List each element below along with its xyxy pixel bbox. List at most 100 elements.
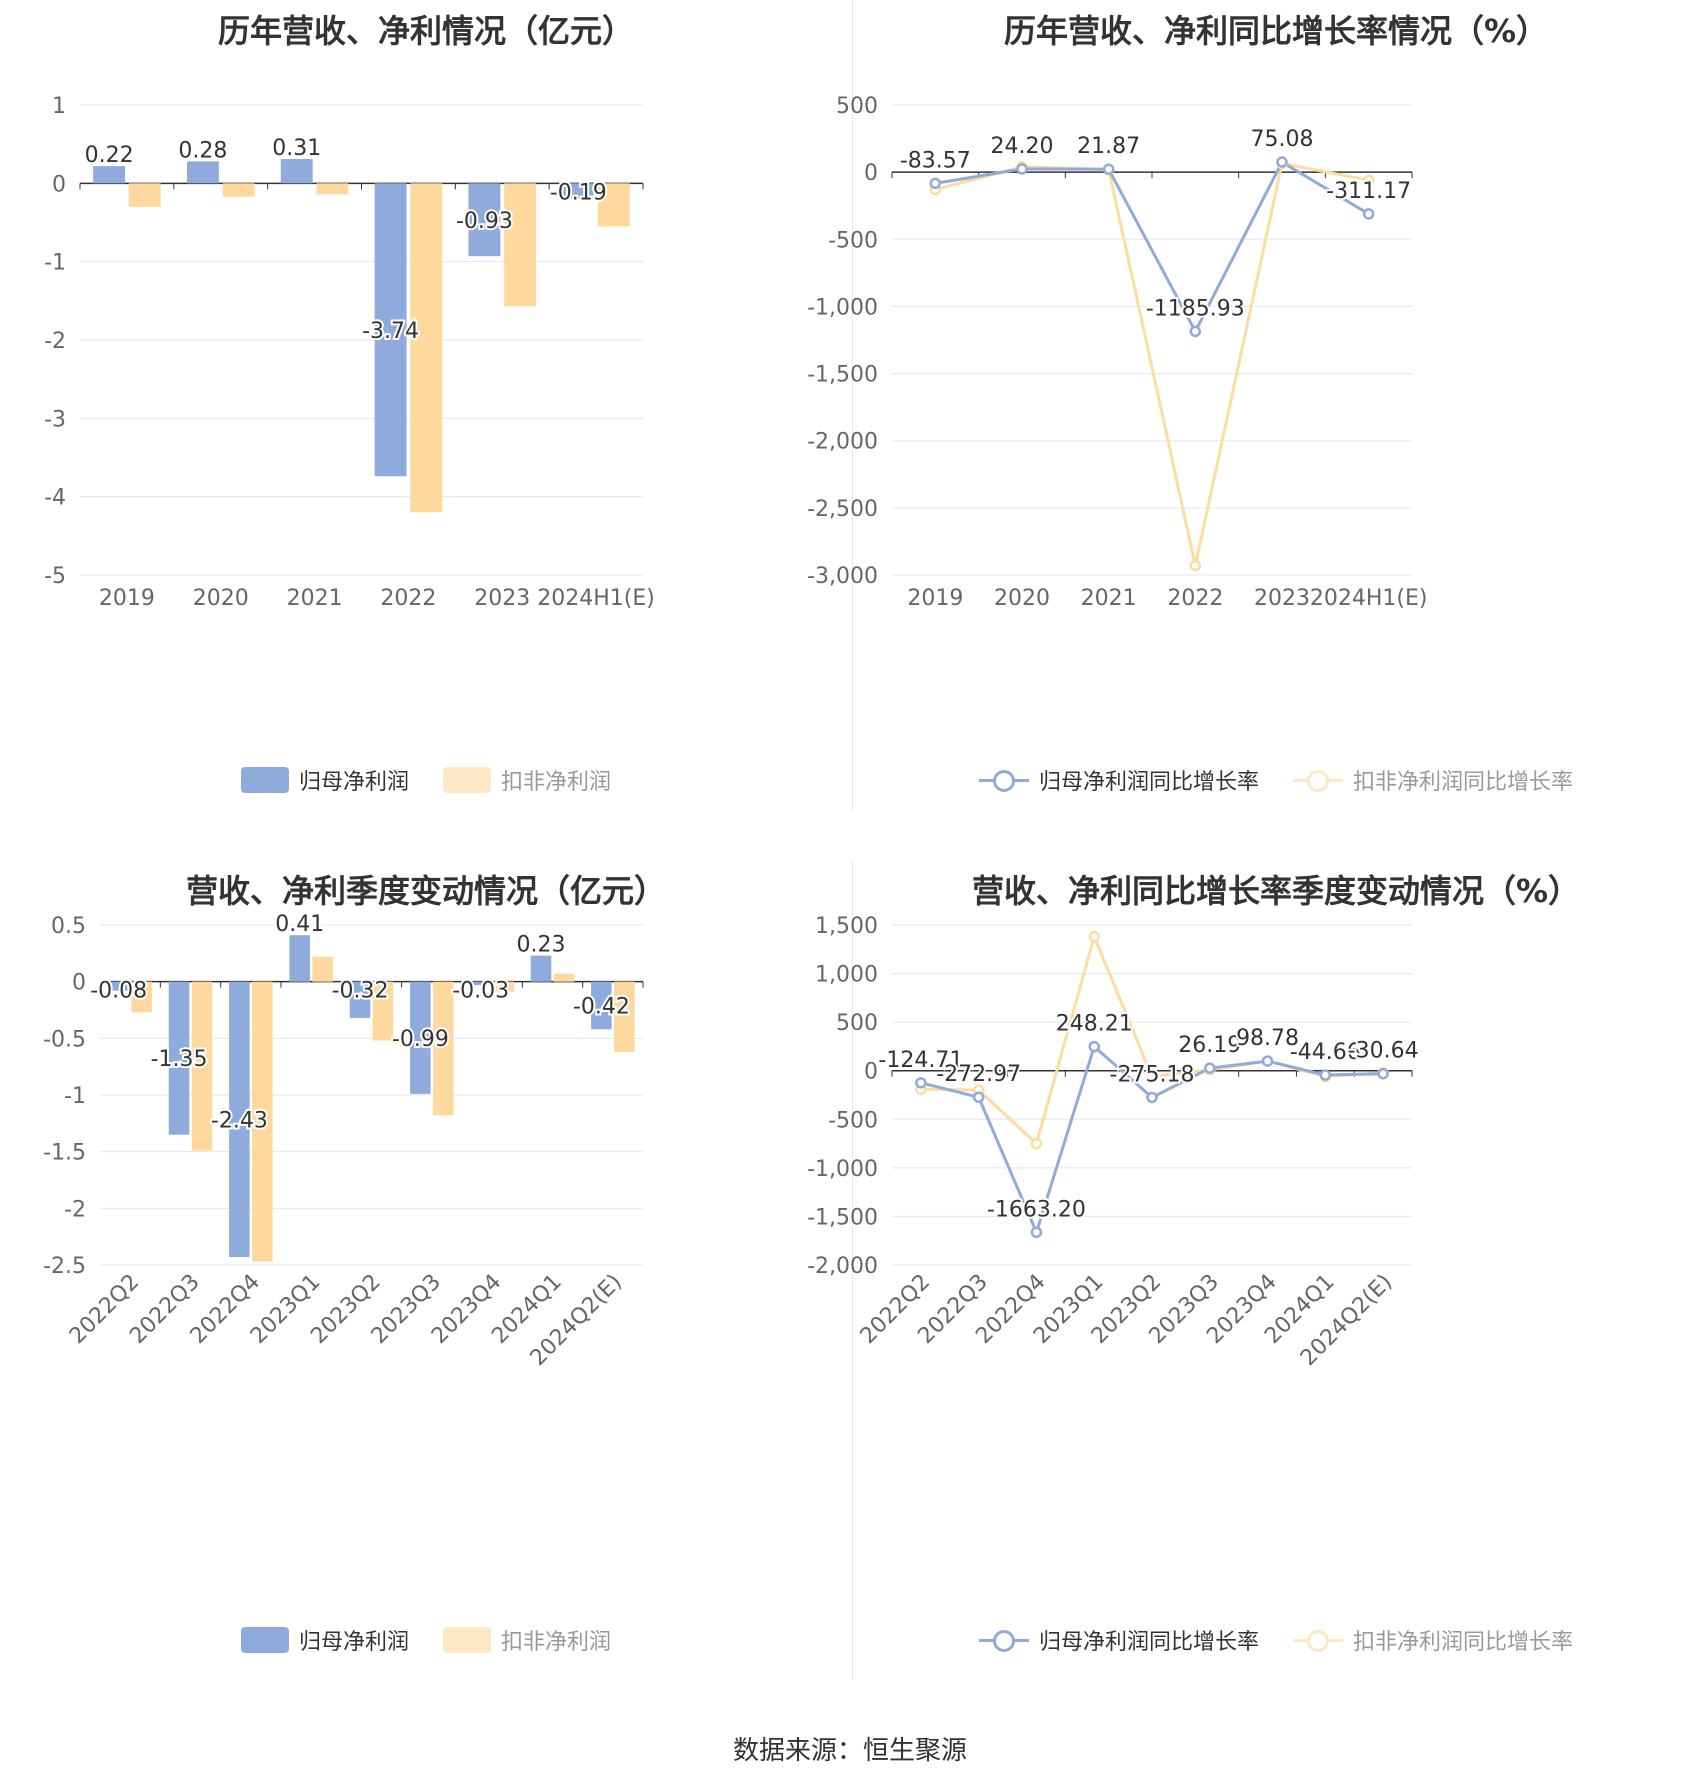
- bar-deducted-net-profit: [372, 981, 394, 1041]
- legend-item-parent-growth[interactable]: 归母净利润同比增长率: [978, 1624, 1259, 1656]
- x-tick-label: 2021: [287, 586, 343, 611]
- y-tick-label: -2: [44, 329, 66, 354]
- vertical-separator-top: [852, 0, 853, 810]
- bar-deducted-net-profit: [316, 183, 349, 195]
- data-label: -1663.20: [987, 1197, 1086, 1222]
- y-tick-label: -3,000: [807, 564, 878, 589]
- legend-item-deducted-net-profit[interactable]: 扣非净利润: [443, 1624, 611, 1656]
- legend-label: 扣非净利润同比增长率: [1353, 1630, 1574, 1655]
- point-deducted-growth: [1189, 559, 1202, 572]
- data-label: -1.35: [151, 1047, 208, 1072]
- bar-deducted-net-profit: [553, 973, 575, 982]
- chart-legend: 归母净利润 扣非净利润: [0, 764, 852, 796]
- legend-swatch-yellow: [443, 767, 491, 793]
- bar-parent-net-profit: [289, 935, 310, 982]
- data-label: -44.66: [1290, 1040, 1361, 1065]
- legend-label: 归母净利润: [298, 770, 409, 795]
- legend-item-parent-growth[interactable]: 归母净利润同比增长率: [978, 764, 1259, 796]
- data-label: -0.42: [573, 994, 630, 1019]
- y-tick-label: -1: [44, 251, 66, 276]
- legend-marker-yellow: [1293, 767, 1343, 793]
- data-label: 0.31: [272, 136, 321, 161]
- quarterly-profit-plot: 0.50-0.5-1-1.5-2-2.52022Q22022Q32022Q420…: [43, 910, 644, 1371]
- point-parent-growth: [1016, 163, 1028, 175]
- data-label: -2.43: [211, 1108, 268, 1133]
- point-parent-growth: [1189, 325, 1202, 338]
- quarterly-profit-chart: 营收、净利季度变动情况（亿元） 0.5 0 -0.5 -1 -1.5 -2 -2.5 2022…: [0, 860, 852, 1720]
- y-tick-label: -4: [44, 486, 66, 511]
- y-tick-label: 0: [72, 971, 86, 996]
- bar-parent-net-profit: [108, 981, 129, 991]
- point-parent-growth: [1030, 1226, 1043, 1239]
- annual-profit-plot: 1 0 -1 -2 -3 -4 -5 2019 2020 2021 2022 2023 2024H1(E…: [44, 94, 655, 611]
- x-tick-label: 2020: [193, 586, 249, 611]
- chart-legend: 归母净利润同比增长率 扣非净利润同比增长率: [852, 764, 1700, 796]
- chart-title: 营收、净利季度变动情况（亿元）: [185, 872, 666, 910]
- y-tick-label: -500: [828, 1108, 878, 1133]
- bar-parent-net-profit: [591, 981, 612, 1030]
- legend-item-deducted-net-profit[interactable]: 扣非净利润: [443, 764, 611, 796]
- y-tick-label: 0.5: [51, 914, 86, 939]
- legend-label: 归母净利润: [298, 1630, 409, 1655]
- point-parent-growth: [1261, 1055, 1274, 1067]
- bar-deducted-net-profit: [504, 183, 537, 307]
- quarterly-growth-chart: 营收、净利同比增长率季度变动情况（%） 1,500 1,000 500 0 -500 -1…: [807, 860, 1700, 1720]
- legend-item-parent-net-profit[interactable]: 归母净利润: [240, 1624, 409, 1656]
- y-tick-label: -2.5: [43, 1254, 86, 1279]
- data-label: 0.22: [85, 143, 134, 168]
- point-parent-growth: [929, 177, 942, 190]
- legend-label: 归母净利润同比增长率: [1038, 770, 1259, 795]
- legend-item-parent-net-profit[interactable]: 归母净利润: [240, 764, 409, 796]
- annual-profit-chart: 历年营收、净利情况（亿元） 1 0 -1 -2 -3 -4 -5 2019 2020 2021 20…: [0, 0, 852, 860]
- x-tick-label: 2022: [1167, 586, 1223, 611]
- data-label: -1185.93: [1146, 296, 1245, 321]
- data-label: -0.19: [550, 180, 607, 205]
- legend-marker-blue: [978, 1627, 1029, 1653]
- bar-deducted-net-profit: [433, 981, 454, 1116]
- bar-parent-net-profit: [562, 183, 595, 199]
- chart-title: 营收、净利同比增长率季度变动情况（%）: [971, 872, 1581, 910]
- bar-deducted-net-profit: [191, 981, 213, 1151]
- bar-parent-net-profit: [186, 161, 219, 184]
- y-tick-label: 0: [52, 172, 66, 197]
- x-tick-label: 2024H1(E): [537, 586, 655, 611]
- series-line-deducted-growth: [934, 161, 1369, 566]
- annual-growth-plot: 500 0 -500 -1,000 -1,500 -2,000 -2,500 -3,000 20…: [807, 94, 1428, 611]
- legend-swatch-blue: [240, 1627, 289, 1653]
- data-label: 0.28: [178, 138, 227, 163]
- bar-parent-net-profit: [374, 183, 407, 477]
- y-tick-label: 500: [836, 1011, 878, 1036]
- data-label: -311.17: [1326, 179, 1411, 204]
- x-tick-label: 2024H1(E): [1310, 586, 1428, 611]
- point-deducted-growth: [1030, 1137, 1043, 1150]
- y-tick-label: -1.5: [43, 1141, 86, 1166]
- data-label: -0.99: [392, 1027, 449, 1052]
- data-label: -3.74: [362, 319, 419, 344]
- point-deducted-growth: [1088, 930, 1100, 943]
- legend-item-deducted-growth[interactable]: 扣非净利润同比增长率: [1293, 1624, 1573, 1656]
- y-tick-label: -2,500: [807, 497, 878, 522]
- bar-deducted-net-profit: [131, 981, 152, 1013]
- y-tick-label: -0.5: [43, 1027, 86, 1052]
- y-tick-label: 1,000: [815, 963, 878, 988]
- y-tick-label: -1: [64, 1084, 86, 1109]
- annual-growth-chart: 历年营收、净利同比增长率情况（%） 500 0 -500 -1,000 -1,500 -2…: [807, 0, 1700, 860]
- data-label: 98.78: [1236, 1026, 1299, 1051]
- bar-parent-net-profit: [470, 981, 491, 986]
- x-tick-label: 2020: [994, 586, 1050, 611]
- legend-swatch-yellow: [443, 1627, 491, 1653]
- legend-item-deducted-growth[interactable]: 扣非净利润同比增长率: [1293, 764, 1573, 796]
- chart-legend: 归母净利润 扣非净利润: [0, 1624, 852, 1656]
- bar-deducted-net-profit: [597, 183, 630, 227]
- point-deducted-growth: [1362, 174, 1375, 186]
- y-tick-label: 1,500: [815, 914, 878, 939]
- point-parent-growth: [1102, 163, 1115, 175]
- quarterly-growth-plot: 1,5001,0005000-500-1,000-1,500-2,0002022…: [807, 914, 1420, 1371]
- chart-legend: 归母净利润同比增长率 扣非净利润同比增长率: [852, 1624, 1700, 1656]
- data-label: -83.57: [900, 148, 971, 173]
- bar-parent-net-profit: [410, 981, 431, 1094]
- point-parent-growth: [915, 1077, 927, 1089]
- data-label: -0.08: [90, 979, 147, 1004]
- y-tick-label: -1,500: [807, 363, 878, 388]
- point-parent-growth: [1362, 208, 1375, 220]
